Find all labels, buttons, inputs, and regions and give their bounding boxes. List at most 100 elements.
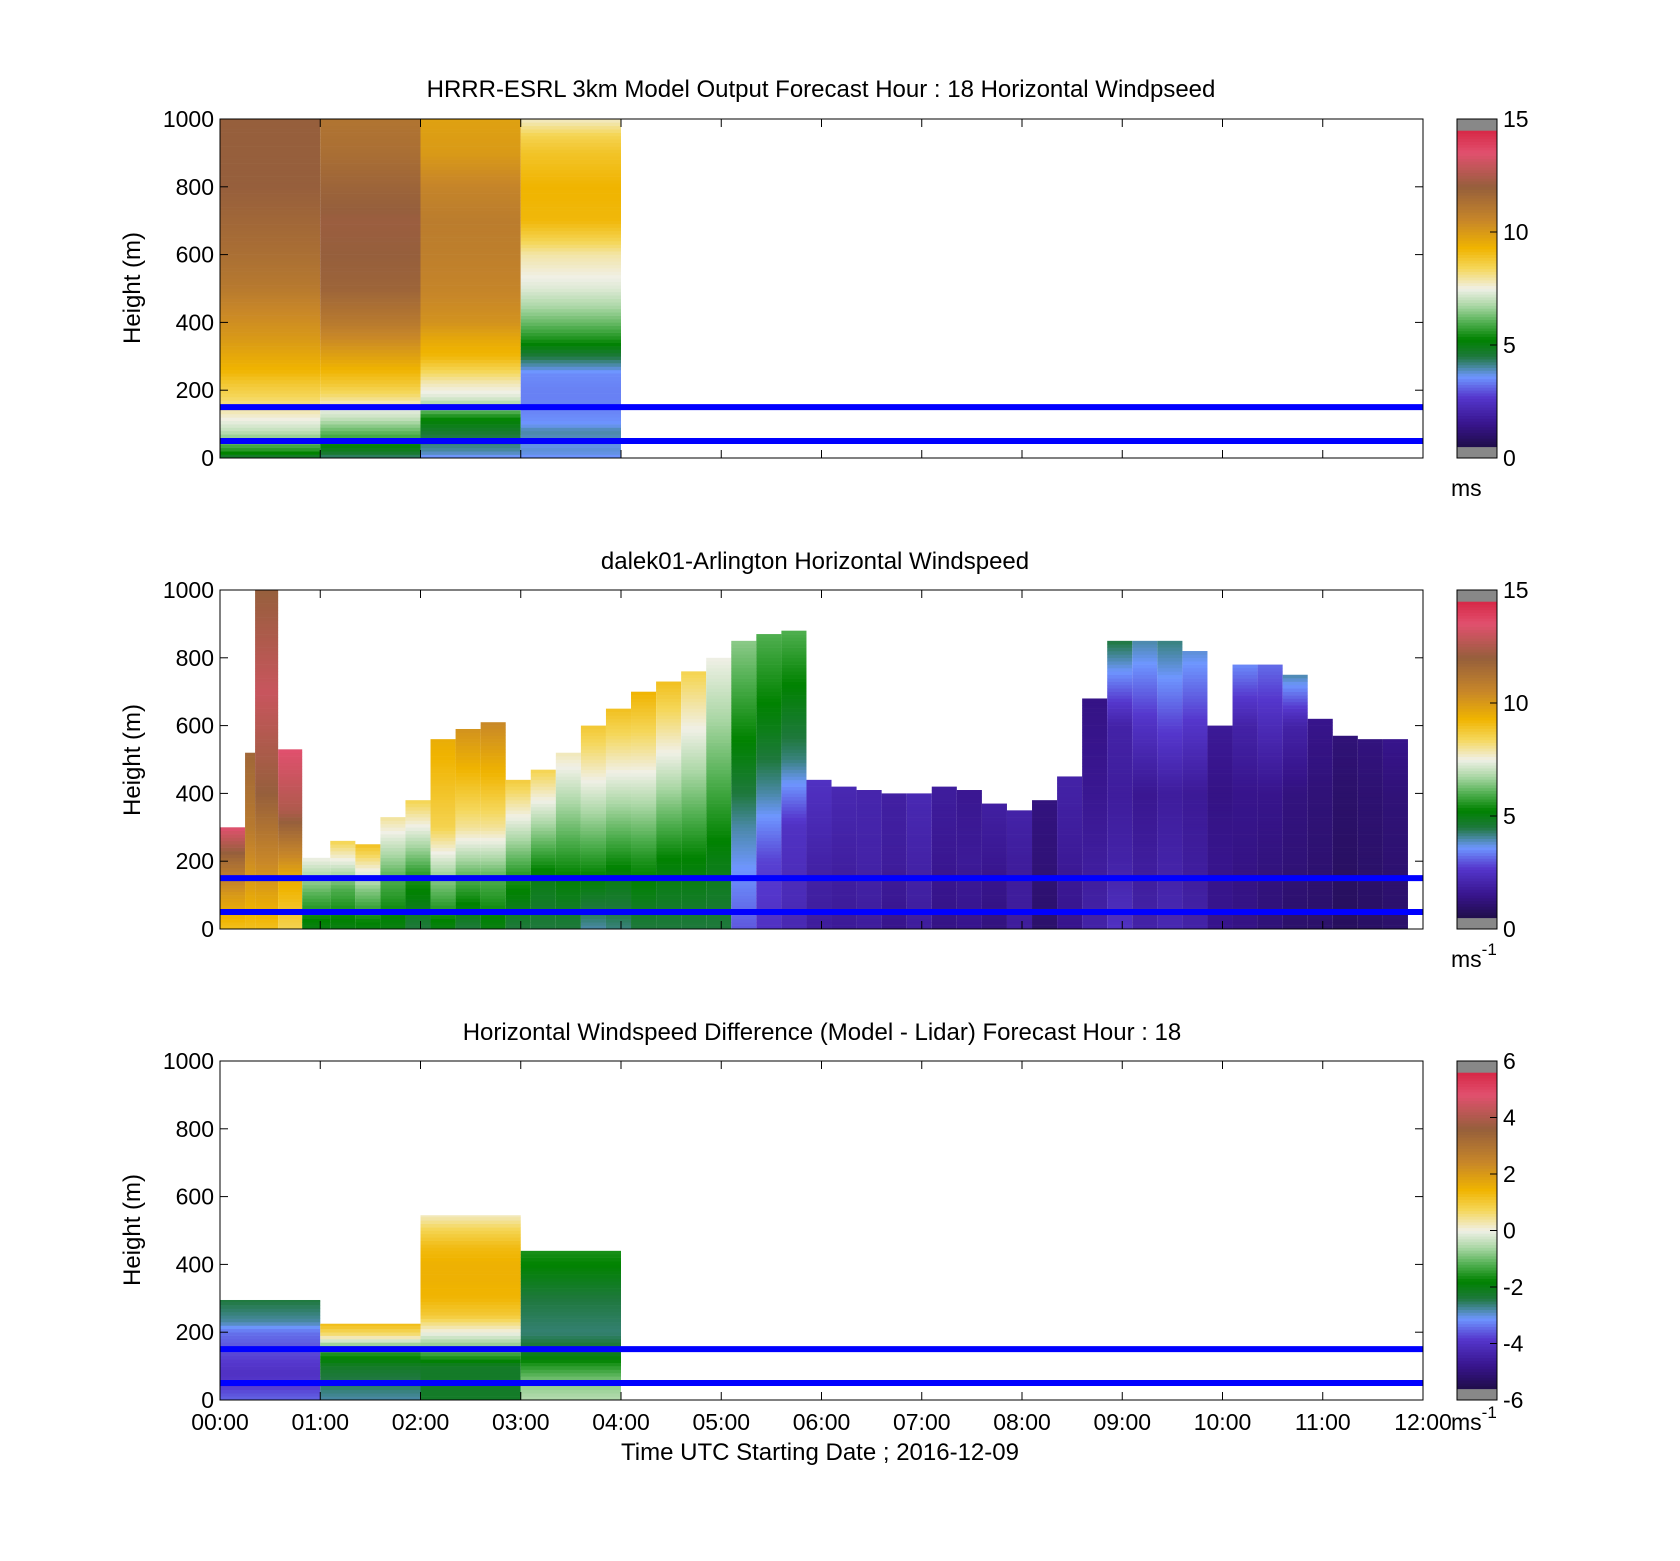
heatmap-cell bbox=[1232, 674, 1258, 679]
heatmap-cell bbox=[320, 380, 421, 384]
heatmap-cell bbox=[530, 922, 556, 926]
heatmap-cell bbox=[455, 739, 481, 743]
heatmap-cell bbox=[220, 434, 321, 438]
heatmap-cell bbox=[320, 193, 421, 198]
heatmap-cell bbox=[430, 840, 456, 845]
y-tick-label: 400 bbox=[176, 309, 214, 335]
colorbar-segment bbox=[1457, 421, 1497, 425]
heatmap-cell bbox=[831, 793, 857, 798]
heatmap-cell bbox=[505, 898, 531, 903]
heatmap-cell bbox=[220, 264, 321, 269]
heatmap-cell bbox=[1057, 918, 1083, 923]
heatmap-cell bbox=[1332, 823, 1358, 828]
heatmap-cell bbox=[1207, 762, 1233, 767]
colorbar-segment bbox=[1457, 124, 1497, 128]
heatmap-cell bbox=[520, 190, 621, 194]
heatmap-cell bbox=[1307, 915, 1333, 920]
heatmap-cell bbox=[430, 867, 456, 872]
heatmap-cell bbox=[1032, 817, 1058, 821]
heatmap-cell bbox=[520, 1250, 621, 1255]
heatmap-cell bbox=[631, 901, 657, 906]
heatmap-cell bbox=[1182, 718, 1208, 723]
heatmap-cell bbox=[1382, 810, 1408, 815]
colorbar-segment bbox=[1457, 697, 1497, 701]
heatmap-cell bbox=[981, 827, 1007, 831]
heatmap-cell bbox=[681, 790, 707, 794]
colorbar-segment bbox=[1457, 866, 1497, 871]
heatmap-cell bbox=[580, 773, 606, 777]
colorbar-segment bbox=[1457, 1349, 1497, 1353]
heatmap-cell bbox=[555, 834, 581, 838]
heatmap-cell bbox=[455, 813, 481, 818]
heatmap-cell bbox=[520, 281, 621, 286]
heatmap-cell bbox=[856, 817, 882, 821]
heatmap-cell bbox=[320, 1393, 421, 1397]
heatmap-cell bbox=[455, 837, 481, 842]
heatmap-cell bbox=[681, 725, 707, 730]
heatmap-cell bbox=[1357, 891, 1383, 896]
heatmap-cell bbox=[220, 1308, 321, 1313]
heatmap-cell bbox=[1157, 640, 1183, 645]
heatmap-cell bbox=[1282, 725, 1308, 730]
colorbar-segment bbox=[1457, 121, 1497, 126]
heatmap-cell bbox=[430, 810, 456, 815]
heatmap-cell bbox=[631, 867, 657, 872]
heatmap-cell bbox=[856, 834, 882, 838]
colorbar-segment bbox=[1457, 280, 1497, 284]
heatmap-cell bbox=[781, 708, 807, 713]
heatmap-cell bbox=[520, 1325, 621, 1330]
heatmap-cell bbox=[520, 363, 621, 367]
heatmap-cell bbox=[220, 298, 321, 303]
heatmap-cell bbox=[1032, 871, 1058, 876]
heatmap-cell bbox=[1182, 654, 1208, 659]
heatmap-cell bbox=[1282, 884, 1308, 889]
heatmap-cell bbox=[530, 817, 556, 821]
heatmap-cell bbox=[1232, 806, 1258, 811]
heatmap-cell bbox=[631, 691, 657, 696]
heatmap-cell bbox=[580, 922, 606, 926]
heatmap-cell bbox=[420, 257, 521, 262]
heatmap-cell bbox=[906, 861, 932, 865]
heatmap-cell bbox=[380, 840, 406, 845]
heatmap-cell bbox=[931, 857, 957, 862]
heatmap-cell bbox=[1107, 749, 1133, 754]
heatmap-cell bbox=[605, 810, 632, 815]
heatmap-cell bbox=[1132, 867, 1158, 872]
heatmap-cell bbox=[320, 274, 421, 279]
heatmap-cell bbox=[1107, 681, 1133, 686]
heatmap-cell bbox=[631, 803, 657, 808]
colorbar-segment bbox=[1457, 705, 1497, 710]
heatmap-cell bbox=[656, 705, 682, 709]
heatmap-cell bbox=[430, 793, 456, 798]
colorbar-segment bbox=[1457, 1391, 1497, 1395]
heatmap-cell bbox=[1232, 884, 1258, 889]
heatmap-cell bbox=[1082, 701, 1108, 706]
heatmap-cell bbox=[781, 820, 807, 825]
heatmap-cell bbox=[255, 766, 279, 770]
heatmap-cell bbox=[1082, 783, 1108, 787]
heatmap-cell bbox=[931, 851, 957, 855]
heatmap-cell bbox=[245, 840, 256, 845]
heatmap-cell bbox=[255, 722, 279, 726]
colorbar-segment bbox=[1457, 285, 1497, 289]
heatmap-cell bbox=[220, 369, 321, 374]
heatmap-cell bbox=[220, 176, 321, 181]
heatmap-cell bbox=[1182, 742, 1208, 747]
heatmap-cell bbox=[430, 776, 456, 781]
heatmap-cell bbox=[656, 851, 682, 855]
heatmap-cell bbox=[320, 1328, 421, 1333]
heatmap-cell bbox=[320, 315, 421, 320]
heatmap-cell bbox=[956, 854, 982, 859]
heatmap-cell bbox=[555, 840, 581, 845]
heatmap-cell bbox=[1357, 756, 1383, 760]
colorbar-segment bbox=[1457, 640, 1497, 645]
colorbar-segment bbox=[1457, 1360, 1497, 1364]
heatmap-cell bbox=[1357, 854, 1383, 859]
heatmap-cell bbox=[681, 701, 707, 706]
heatmap-cell bbox=[681, 840, 707, 845]
heatmap-cell bbox=[706, 701, 732, 706]
heatmap-cell bbox=[455, 895, 481, 899]
heatmap-cell bbox=[555, 783, 581, 787]
heatmap-cell bbox=[380, 922, 406, 926]
heatmap-cell bbox=[781, 864, 807, 869]
